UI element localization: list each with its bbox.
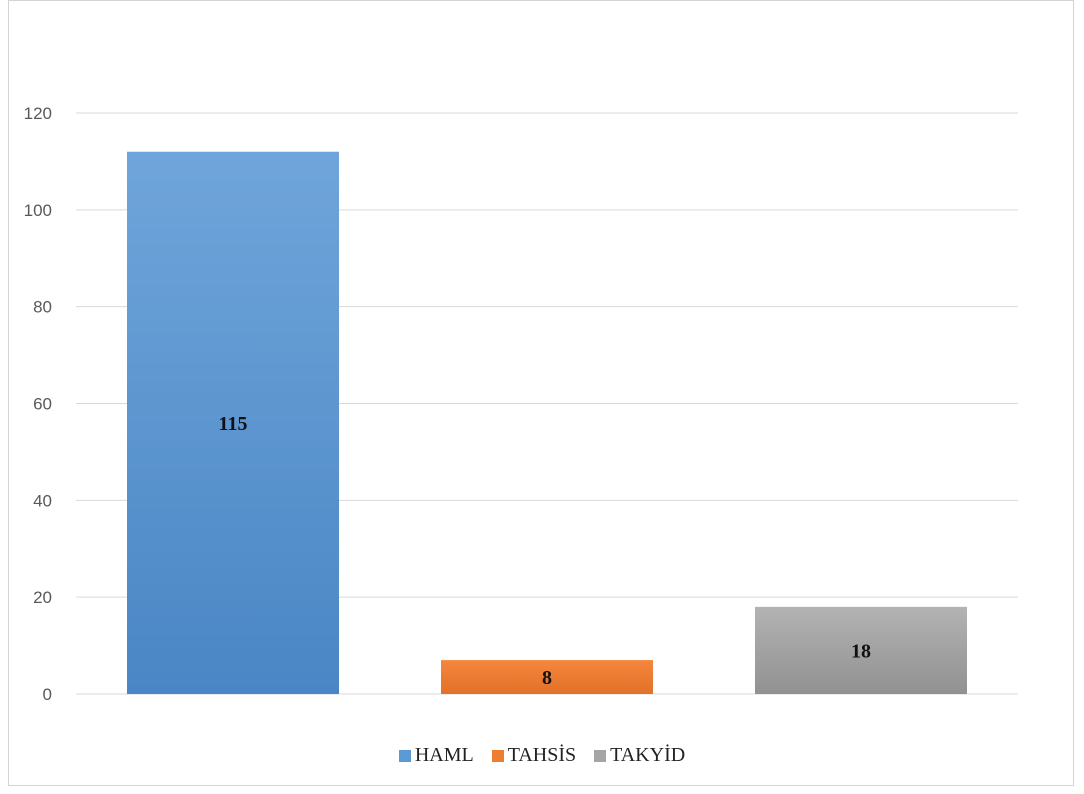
legend-label: HAML [414,744,474,766]
y-tick-label: 20 [33,588,52,607]
y-tick-label: 80 [33,298,52,317]
bar-takyi̇d [755,606,967,694]
data-label: 115 [219,413,248,435]
legend: HAML TAHSİS TAKYİD [0,744,1084,767]
legend-swatch [594,749,607,762]
y-tick-label: 120 [24,104,52,123]
data-label: 8 [542,667,552,689]
data-label: 18 [851,640,871,662]
y-tick-label: 60 [33,395,52,414]
y-tick-label: 0 [43,685,52,704]
legend-label: TAKYİD [610,744,686,766]
legend-item: TAHSİS [491,744,577,767]
legend-swatch [491,749,504,762]
legend-swatch [398,749,411,762]
y-tick-label: 40 [33,491,52,510]
bar-tahsi̇s [441,660,653,694]
y-tick-label: 100 [24,201,52,220]
legend-item: TAKYİD [594,744,685,767]
bar-haml [127,151,339,694]
legend-label: TAHSİS [507,744,577,766]
legend-item: HAML [398,744,474,767]
